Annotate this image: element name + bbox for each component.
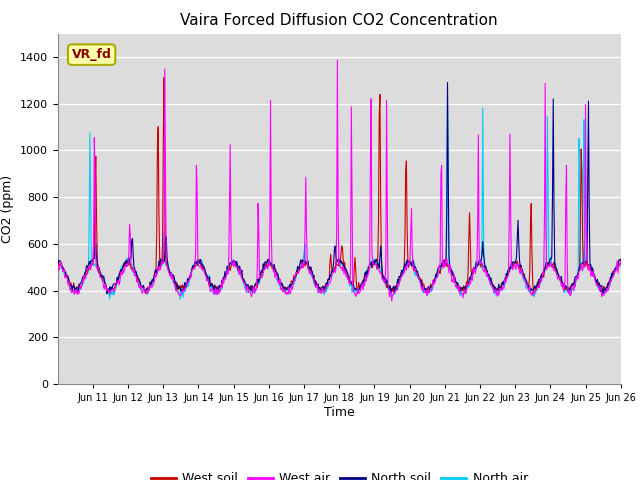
Legend: West soil, West air, North soil, North air: West soil, West air, North soil, North a… — [145, 468, 533, 480]
Y-axis label: CO2 (ppm): CO2 (ppm) — [1, 175, 14, 243]
X-axis label: Time: Time — [324, 406, 355, 419]
Text: VR_fd: VR_fd — [72, 48, 111, 61]
Title: Vaira Forced Diffusion CO2 Concentration: Vaira Forced Diffusion CO2 Concentration — [180, 13, 498, 28]
